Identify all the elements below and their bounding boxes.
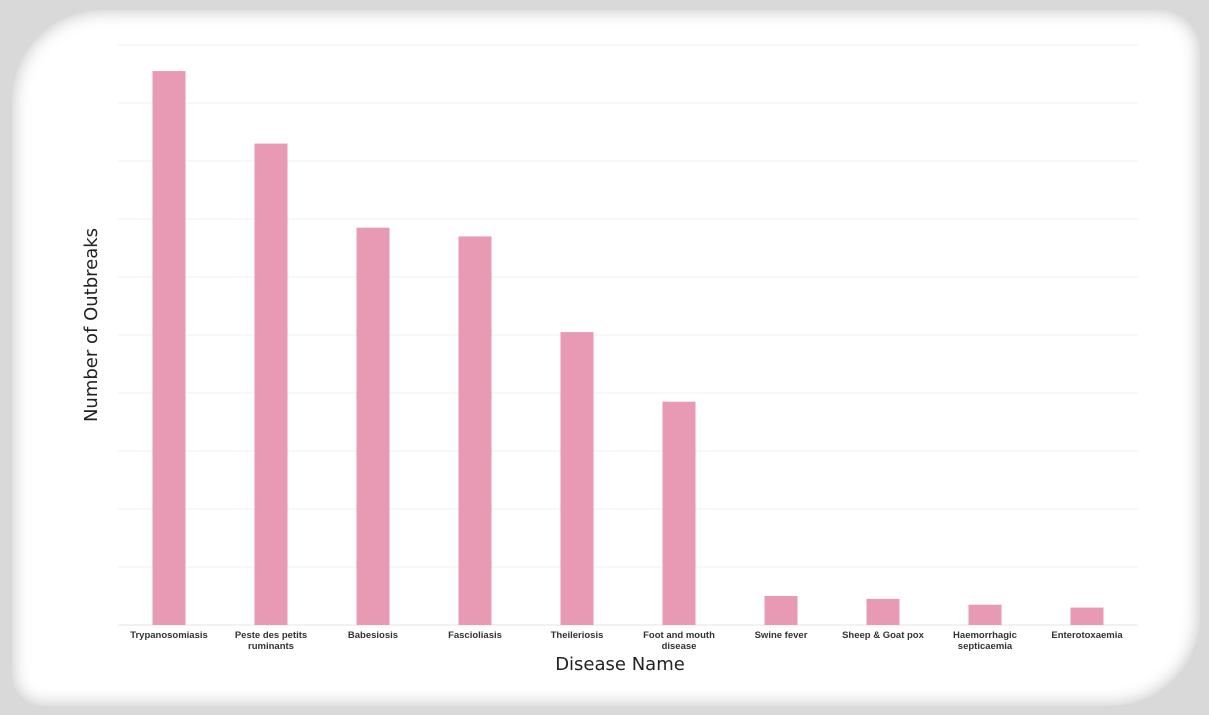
bar[interactable] [560, 332, 594, 625]
chart-card [12, 10, 1200, 706]
x-tick-label: Trypanosomiasis [130, 630, 208, 641]
x-tick-label: Swine fever [755, 630, 808, 641]
x-tick-labels: Trypanosomiasis Peste des petits ruminants… [130, 630, 1123, 652]
x-tick-label: Peste des petits ruminants [235, 630, 307, 652]
bar[interactable] [458, 236, 492, 625]
x-axis-title: Disease Name [555, 654, 685, 675]
gridlines [118, 44, 1138, 568]
x-tick-label-line: Fascioliasis [448, 630, 502, 641]
bar[interactable] [356, 227, 390, 625]
bar[interactable] [764, 596, 798, 625]
bar[interactable] [152, 71, 186, 626]
x-tick-label: Sheep & Goat pox [842, 630, 925, 641]
x-tick-label: Fascioliasis [448, 630, 502, 641]
bar[interactable] [1070, 607, 1104, 625]
y-axis-title: Number of Outbreaks [81, 228, 102, 422]
bar[interactable] [866, 598, 900, 625]
x-tick-label-line: ruminants [248, 641, 294, 652]
x-tick-label-line: disease [662, 641, 697, 652]
x-tick-label: Theileriosis [551, 630, 604, 641]
x-tick-label-line: septicaemia [958, 641, 1013, 652]
x-tick-label-line: Enterotoxaemia [1051, 630, 1123, 641]
x-tick-label: Babesiosis [348, 630, 398, 641]
x-tick-label-line: Haemorrhagic [953, 630, 1017, 641]
x-tick-label: Foot and mouth disease [643, 630, 715, 652]
x-tick-label-line: Trypanosomiasis [130, 630, 208, 641]
bars [152, 71, 1104, 626]
x-tick-label-line: Babesiosis [348, 630, 398, 641]
x-tick-label: Haemorrhagic septicaemia [953, 630, 1017, 652]
bar[interactable] [254, 143, 288, 625]
x-tick-label-line: Sheep & Goat pox [842, 630, 925, 641]
x-tick-label-line: Foot and mouth [643, 630, 715, 641]
x-tick-label-line: Peste des petits [235, 630, 307, 641]
x-tick-label-line: Theileriosis [551, 630, 604, 641]
x-tick-label: Enterotoxaemia [1051, 630, 1123, 641]
bar[interactable] [968, 604, 1002, 625]
bar[interactable] [662, 401, 696, 625]
x-tick-label-line: Swine fever [755, 630, 808, 641]
